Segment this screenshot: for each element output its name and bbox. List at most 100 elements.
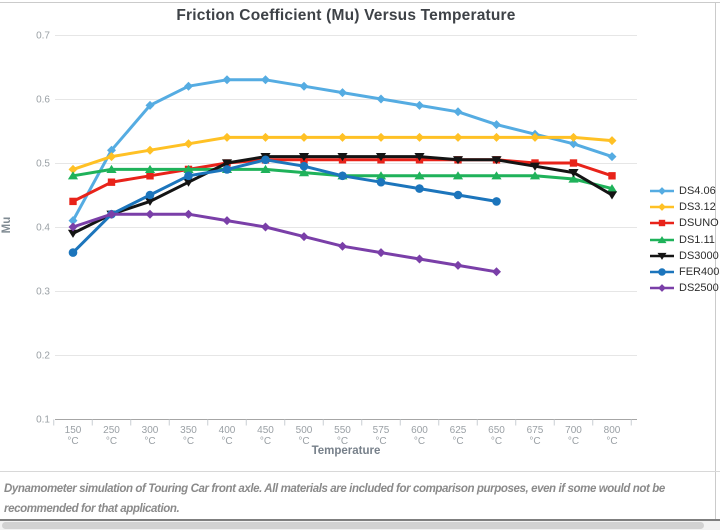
- x-tick-label: 675 °C: [527, 425, 544, 447]
- data-point: [568, 174, 579, 183]
- data-point: [144, 197, 156, 206]
- data-point: [452, 171, 464, 180]
- data-point: [529, 162, 541, 171]
- legend-label: DS2500: [679, 282, 719, 295]
- y-tick-label: 0.1: [36, 415, 50, 426]
- data-point: [530, 132, 540, 142]
- x-tick-label: 500 °C: [296, 425, 313, 447]
- legend-item-ds2500[interactable]: DS2500: [649, 280, 720, 296]
- data-point: [68, 222, 78, 232]
- data-point: [145, 190, 155, 200]
- data-point: [569, 139, 578, 149]
- legend-item-ds3-12[interactable]: DS3.12: [649, 199, 720, 215]
- ds1-11-triangle-up-icon: [650, 235, 674, 243]
- data-point: [492, 267, 501, 277]
- data-point: [453, 132, 463, 142]
- data-point: [415, 184, 424, 193]
- series-line-fer4003: [71, 158, 498, 255]
- legend-item-dsuno[interactable]: DSUNO: [649, 215, 720, 231]
- ds2500-diamond-icon: [650, 284, 674, 293]
- legend-label: DS3000: [679, 249, 719, 262]
- x-tick-label: 625 °C: [450, 425, 467, 447]
- y-tick-label: 0.7: [36, 31, 50, 42]
- x-axis-title: Temperature: [311, 445, 381, 457]
- data-point: [107, 209, 116, 219]
- series-ds3-12: [68, 132, 617, 174]
- legend-label: DSUNO: [679, 217, 719, 230]
- x-tick-label: 800 °C: [604, 425, 621, 447]
- data-point: [221, 159, 233, 168]
- data-point: [338, 171, 347, 181]
- data-point: [491, 156, 502, 165]
- data-point: [492, 197, 501, 206]
- data-point: [338, 132, 347, 142]
- data-point: [569, 159, 578, 167]
- footer-note: Dynamometer simulation of Touring Car fr…: [4, 483, 665, 515]
- data-point: [145, 145, 155, 155]
- x-tick-label: 250 °C: [103, 425, 120, 447]
- data-point: [492, 120, 501, 130]
- data-point: [67, 171, 79, 180]
- ds3000-triangle-down-icon: [650, 252, 674, 260]
- data-point: [183, 178, 194, 187]
- legend-item-ds4-06[interactable]: DS4.06: [649, 183, 720, 199]
- data-point: [107, 152, 116, 162]
- legend-label: DS4.06: [679, 185, 716, 198]
- data-point: [376, 94, 386, 104]
- dsuno-square-icon: [650, 220, 674, 227]
- footer-divider: [0, 471, 720, 472]
- data-point: [337, 153, 348, 162]
- data-point: [569, 132, 578, 142]
- chart-legend: DS4.06 DS3.12 DSUNO DS1.11 DS3000 FER4003 DS25…: [649, 183, 720, 296]
- x-tick-label: 700 °C: [565, 425, 582, 447]
- horizontal-scrollbar-thumb[interactable]: [2, 522, 704, 529]
- data-point: [222, 165, 232, 174]
- data-point: [144, 164, 156, 173]
- data-point: [414, 171, 425, 180]
- data-point: [376, 177, 386, 187]
- data-point: [184, 81, 193, 91]
- window-top-border: [0, 2, 720, 3]
- data-point: [222, 216, 232, 226]
- y-tick-label: 0.2: [36, 351, 50, 362]
- legend-item-fer4003[interactable]: FER4003: [649, 264, 720, 280]
- legend-label: DS3.12: [679, 201, 716, 214]
- data-point: [453, 107, 463, 117]
- y-axis-labels: 0.1 0.2 0.3 0.4 0.5 0.6 0.7: [36, 31, 50, 426]
- x-tick-label: 150 °C: [65, 425, 82, 447]
- line-chart-plot-area: 0.1 0.2 0.3 0.4 0.5 0.6 0.7 150 °C 250 °C 300 °C 350 °…: [36, 31, 637, 447]
- y-tick-label: 0.6: [36, 95, 50, 106]
- data-point: [299, 161, 309, 171]
- data-point: [375, 171, 387, 180]
- legend-label: DS1.11: [679, 233, 715, 246]
- legend-item-ds1-11[interactable]: DS1.11: [649, 232, 720, 248]
- series-line-ds2500: [71, 212, 498, 274]
- ds3-12-diamond-icon: [650, 203, 674, 212]
- data-point: [298, 153, 310, 162]
- data-point: [68, 164, 78, 174]
- x-tick-label: 400 °C: [219, 425, 236, 447]
- data-point: [146, 172, 154, 180]
- data-point: [415, 132, 424, 142]
- horizontal-scrollbar-track[interactable]: [0, 521, 720, 530]
- data-point: [222, 132, 232, 142]
- data-point: [183, 164, 194, 173]
- data-point: [222, 75, 232, 85]
- series-ds2500: [68, 209, 501, 277]
- x-tick-label: 600 °C: [411, 425, 428, 447]
- data-point: [184, 139, 193, 149]
- data-point: [69, 197, 77, 206]
- data-point: [376, 248, 386, 258]
- data-point: [492, 132, 501, 142]
- data-point: [453, 190, 463, 200]
- x-tick-label: 450 °C: [257, 425, 274, 447]
- data-point: [338, 241, 347, 251]
- data-point: [415, 100, 424, 110]
- x-axis-labels: 150 °C 250 °C 300 °C 350 °C 400 °C 450 °C 500 °C 550 °C…: [65, 425, 621, 447]
- data-point: [299, 132, 309, 142]
- data-point: [67, 229, 79, 238]
- data-point: [453, 260, 463, 270]
- legend-item-ds3000[interactable]: DS3000: [649, 248, 720, 264]
- data-point: [606, 191, 618, 200]
- series-ds3000: [67, 153, 618, 238]
